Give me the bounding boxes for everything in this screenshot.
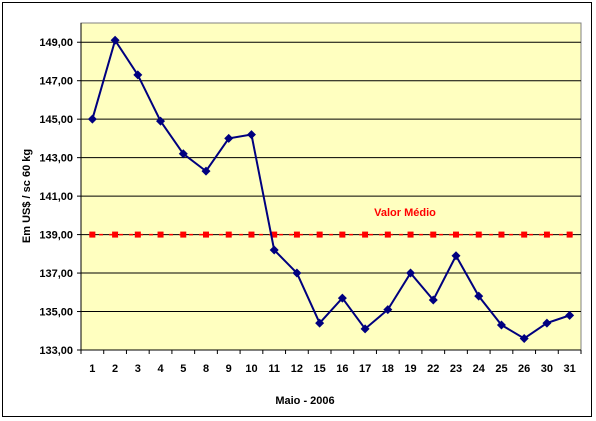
x-tick-label: 10 xyxy=(245,363,257,375)
data-point xyxy=(315,318,325,328)
x-tick-label: 12 xyxy=(291,363,303,375)
y-axis-title: Em US$ / sc 60 kg xyxy=(21,149,33,243)
y-tick-label: 133,00 xyxy=(39,345,73,357)
average-marker xyxy=(316,231,323,238)
x-tick-label: 1 xyxy=(89,363,95,375)
gridlines xyxy=(81,41,581,313)
data-point xyxy=(269,245,279,255)
data-point xyxy=(519,333,529,343)
x-tick-label: 26 xyxy=(518,363,530,375)
average-marker xyxy=(566,231,573,238)
average-marker xyxy=(475,231,482,238)
average-marker xyxy=(430,231,437,238)
y-tick-label: 139,00 xyxy=(39,230,73,242)
average-marker xyxy=(248,231,255,238)
average-marker xyxy=(89,231,96,238)
average-marker xyxy=(293,231,300,238)
x-tick-label: 8 xyxy=(203,363,209,375)
data-point xyxy=(428,295,438,305)
x-tick-label: 11 xyxy=(268,363,280,375)
x-tick-label: 31 xyxy=(564,363,576,375)
y-tick-label: 149,00 xyxy=(39,37,73,49)
x-tick-label: 25 xyxy=(495,363,507,375)
x-tick-label: 23 xyxy=(450,363,462,375)
average-marker xyxy=(271,231,278,238)
y-tick-label: 141,00 xyxy=(39,191,73,203)
data-point xyxy=(542,318,552,328)
x-tick-label: 2 xyxy=(112,363,118,375)
average-marker xyxy=(498,231,505,238)
data-point xyxy=(178,149,188,159)
average-marker xyxy=(225,231,232,238)
y-tick-label: 143,00 xyxy=(39,153,73,165)
x-tick-label: 22 xyxy=(427,363,439,375)
data-point xyxy=(565,310,575,320)
x-tick-label: 24 xyxy=(473,363,486,375)
data-point xyxy=(360,324,370,334)
x-tick-label: 17 xyxy=(359,363,371,375)
x-tick-label: 16 xyxy=(336,363,348,375)
y-tick-label: 135,00 xyxy=(39,307,73,319)
average-marker xyxy=(134,231,141,238)
y-tick-label: 147,00 xyxy=(39,76,73,88)
data-point xyxy=(383,305,393,315)
y-tick-label: 137,00 xyxy=(39,268,73,280)
average-line xyxy=(89,231,573,238)
x-tick-label: 18 xyxy=(382,363,394,375)
average-marker xyxy=(543,231,550,238)
average-marker xyxy=(203,231,209,238)
data-point xyxy=(496,320,506,330)
data-point xyxy=(246,130,256,140)
data-point xyxy=(406,268,416,278)
x-tick-label: 4 xyxy=(157,363,164,375)
average-marker xyxy=(521,231,528,238)
y-tick-label: 145,00 xyxy=(39,114,73,126)
data-point xyxy=(337,293,347,303)
average-marker xyxy=(362,231,369,238)
x-tick-label: 30 xyxy=(541,363,553,375)
average-marker xyxy=(180,231,187,238)
average-marker xyxy=(407,231,414,238)
data-point xyxy=(133,70,143,80)
data-point xyxy=(292,268,302,278)
x-axis-title: Maio - 2006 xyxy=(275,395,334,407)
data-point xyxy=(156,116,166,126)
data-point xyxy=(201,166,211,176)
average-label: Valor Médio xyxy=(374,207,436,219)
axis-ticks: 133,00 135,00 137,00 139,00 141,00 143,00 145,… xyxy=(39,23,582,375)
x-tick-label: 19 xyxy=(404,363,416,375)
average-marker xyxy=(453,231,459,238)
x-tick-label: 5 xyxy=(180,363,186,375)
price-line xyxy=(91,37,570,340)
data-point xyxy=(474,291,484,301)
plot-area xyxy=(80,22,582,351)
data-point xyxy=(110,35,120,45)
data-point xyxy=(87,114,97,124)
average-marker xyxy=(339,231,346,238)
average-marker xyxy=(384,231,391,238)
x-tick-label: 15 xyxy=(314,363,326,375)
x-tick-label: 3 xyxy=(135,363,141,375)
data-point xyxy=(451,251,461,261)
average-marker xyxy=(157,231,164,238)
x-tick-label: 9 xyxy=(226,363,232,375)
data-point xyxy=(224,133,234,143)
price-series xyxy=(87,35,575,343)
average-marker xyxy=(112,231,119,238)
